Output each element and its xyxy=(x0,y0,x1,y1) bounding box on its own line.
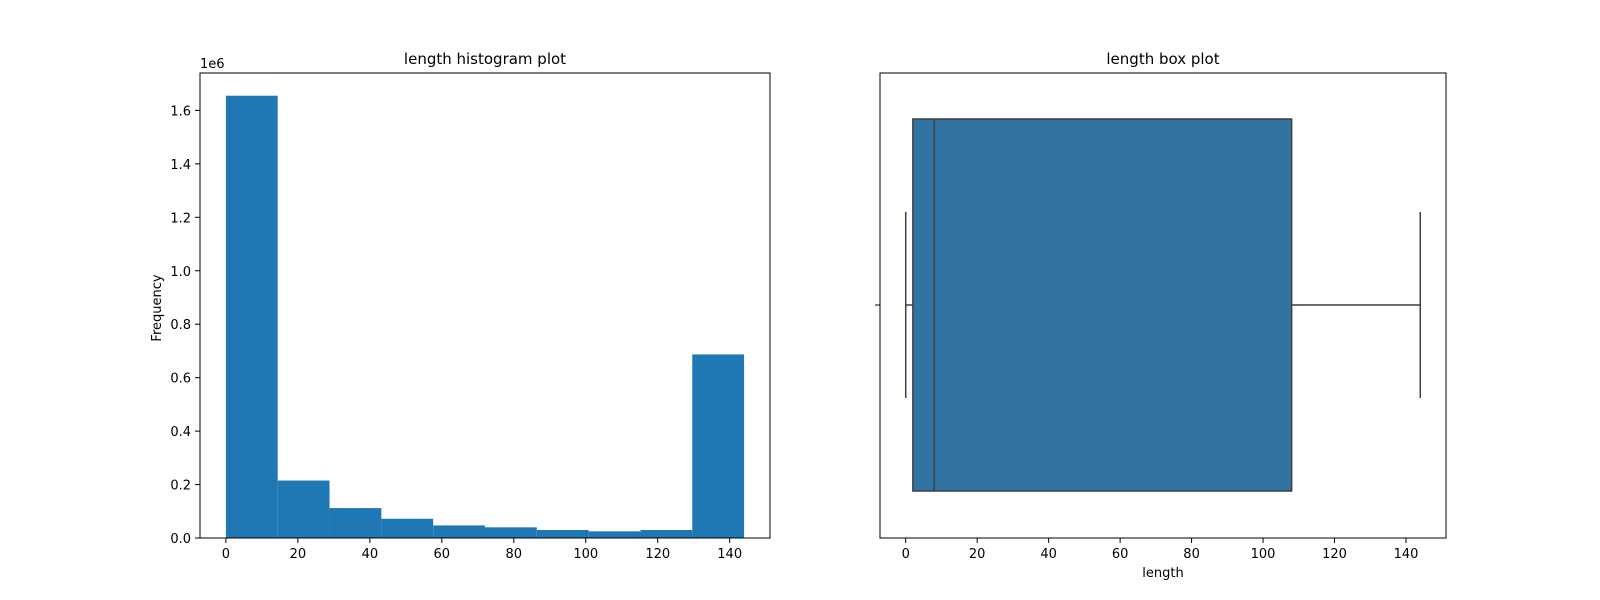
histogram-bar xyxy=(225,95,278,538)
histogram-x-ticks: 0 20 40 60 80 100 120 140 xyxy=(222,538,742,562)
histogram-y-tick-label: 0.4 xyxy=(170,425,191,440)
histogram-bars xyxy=(225,95,745,538)
histogram-y-tick-label: 1.6 xyxy=(170,104,191,119)
histogram-bar xyxy=(588,531,641,538)
histogram-bar xyxy=(640,529,693,538)
histogram-title: length histogram plot xyxy=(404,50,566,68)
boxplot-x-tick-label: 20 xyxy=(969,547,986,562)
histogram-y-tick-label: 1.0 xyxy=(170,265,191,280)
histogram-y-axis-label: Frequency xyxy=(150,274,165,341)
histogram-y-offset-text: 1e6 xyxy=(200,57,225,72)
histogram-y-tick-label: 1.2 xyxy=(170,211,191,226)
histogram-x-tick-label: 120 xyxy=(645,547,670,562)
histogram-bar xyxy=(433,525,485,538)
boxplot-x-tick-label: 100 xyxy=(1251,547,1276,562)
histogram-bar xyxy=(692,354,745,538)
histogram-x-tick-label: 140 xyxy=(717,547,742,562)
boxplot-x-ticks: 0 20 40 60 80 100 120 140 xyxy=(902,538,1419,562)
histogram-y-tick-label: 0.6 xyxy=(170,372,191,387)
histogram-y-tick-label: 0.8 xyxy=(170,318,191,333)
histogram-bar xyxy=(277,480,330,538)
boxplot-x-tick-label: 80 xyxy=(1183,547,1200,562)
histogram-x-tick-label: 0 xyxy=(222,547,230,562)
boxplot-box xyxy=(912,118,1293,492)
boxplot-x-tick-label: 60 xyxy=(1112,547,1129,562)
histogram-y-tick-label: 1.4 xyxy=(170,158,191,173)
boxplot-axes-frame xyxy=(879,72,1447,539)
boxplot-marks xyxy=(875,118,1422,492)
histogram-x-tick-label: 80 xyxy=(506,547,523,562)
histogram-panel: length histogram plot 1e6 Frequency 0 20 4… xyxy=(150,50,771,562)
histogram-bar xyxy=(329,508,382,538)
histogram-bar xyxy=(381,518,434,538)
boxplot-x-axis-label: length xyxy=(1142,566,1183,581)
histogram-x-tick-label: 100 xyxy=(573,547,598,562)
histogram-x-tick-label: 60 xyxy=(434,547,451,562)
histogram-x-tick-label: 20 xyxy=(290,547,307,562)
histogram-y-tick-label: 0.0 xyxy=(170,532,191,547)
histogram-bar xyxy=(485,527,537,538)
histogram-x-tick-label: 40 xyxy=(362,547,379,562)
boxplot-x-tick-label: 0 xyxy=(902,547,910,562)
histogram-y-ticks: 0.0 0.2 0.4 0.6 0.8 1.0 1.2 1.4 1.6 xyxy=(170,104,200,547)
histogram-axes-frame xyxy=(199,72,771,539)
boxplot-panel: length box plot length 0 20 40 60 80 100 120 14… xyxy=(875,50,1447,581)
boxplot-x-tick-label: 120 xyxy=(1322,547,1347,562)
boxplot-x-tick-label: 140 xyxy=(1394,547,1419,562)
histogram-bar xyxy=(536,529,589,538)
boxplot-title: length box plot xyxy=(1106,50,1219,68)
boxplot-x-tick-label: 40 xyxy=(1040,547,1057,562)
histogram-y-tick-label: 0.2 xyxy=(170,479,191,494)
